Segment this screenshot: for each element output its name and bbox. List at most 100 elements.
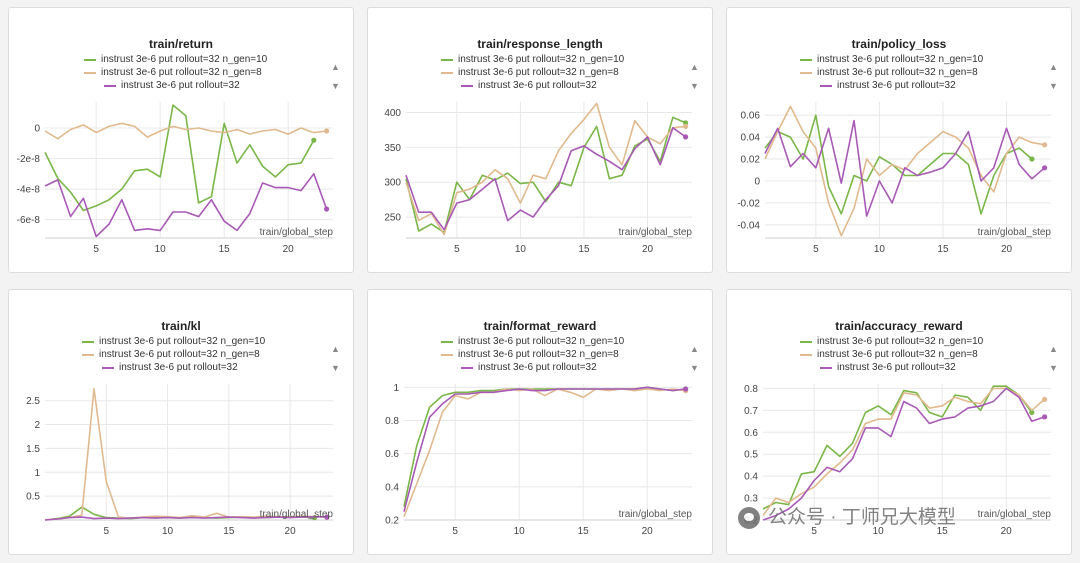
y-tick-label: 400 bbox=[384, 108, 401, 119]
legend-swatch bbox=[441, 354, 453, 356]
legend-label: instrust 3e-6 put rollout=32 n_gen=10 bbox=[101, 54, 268, 65]
series-line-1 bbox=[762, 385, 1033, 510]
legend-item-series2[interactable]: instrust 3e-6 put rollout=32 n_gen=8 bbox=[441, 67, 619, 79]
x-tick-label: 15 bbox=[223, 526, 235, 537]
legend-item-series2[interactable]: instrust 3e-6 put rollout=32 n_gen=8 bbox=[82, 349, 260, 361]
x-tick-label: 5 bbox=[93, 244, 99, 255]
series-endpoint-3 bbox=[324, 206, 330, 212]
x-tick-label: 5 bbox=[454, 244, 460, 255]
x-axis-label: train/global_step bbox=[978, 227, 1052, 238]
y-tick-label: 0.4 bbox=[744, 472, 758, 483]
x-tick-label: 5 bbox=[813, 244, 819, 255]
scroll-up-icon[interactable]: ▲ bbox=[331, 62, 340, 72]
y-tick-label: 0.5 bbox=[26, 492, 40, 503]
legend-item-series1[interactable]: instrust 3e-6 put rollout=32 n_gen=10 bbox=[800, 54, 983, 66]
legend-scroll[interactable]: ▲ ▼ bbox=[690, 340, 699, 378]
y-tick-label: -0.04 bbox=[737, 220, 760, 231]
legend-scroll[interactable]: ▲ ▼ bbox=[331, 340, 340, 378]
series-endpoint-2 bbox=[1042, 396, 1048, 402]
watermark-text: 公众号 · 丁师兄大模型 bbox=[768, 507, 956, 528]
legend-label: instrust 3e-6 put rollout=32 bbox=[119, 362, 238, 373]
y-tick-label: 0.6 bbox=[385, 449, 399, 460]
chart-plot[interactable]: 0.20.30.40.50.60.70.85101520train/global… bbox=[727, 290, 1073, 556]
legend-item-series2[interactable]: instrust 3e-6 put rollout=32 n_gen=8 bbox=[800, 349, 978, 361]
legend-scroll[interactable]: ▲ ▼ bbox=[1049, 58, 1058, 96]
y-tick-label: 0.7 bbox=[744, 406, 758, 417]
legend-label: instrust 3e-6 put rollout=32 bbox=[478, 362, 597, 373]
legend-item-series3[interactable]: instrust 3e-6 put rollout=32 bbox=[102, 362, 238, 374]
scroll-down-icon[interactable]: ▼ bbox=[690, 363, 699, 373]
series-line-1 bbox=[403, 386, 686, 507]
x-tick-label: 15 bbox=[937, 244, 949, 255]
scroll-up-icon[interactable]: ▲ bbox=[1049, 62, 1058, 72]
scroll-down-icon[interactable]: ▼ bbox=[331, 81, 340, 91]
x-tick-label: 20 bbox=[1001, 244, 1013, 255]
scroll-up-icon[interactable]: ▲ bbox=[690, 344, 699, 354]
x-tick-label: 15 bbox=[937, 526, 949, 537]
x-tick-label: 15 bbox=[578, 526, 590, 537]
x-tick-label: 10 bbox=[162, 526, 174, 537]
series-endpoint-1 bbox=[311, 137, 317, 143]
y-tick-label: 0 bbox=[34, 123, 40, 134]
legend-scroll[interactable]: ▲ ▼ bbox=[1049, 340, 1058, 378]
series-endpoint-3 bbox=[683, 386, 689, 392]
legend-scroll[interactable]: ▲ ▼ bbox=[331, 58, 340, 96]
legend-item-series1[interactable]: instrust 3e-6 put rollout=32 n_gen=10 bbox=[800, 336, 983, 348]
legend-label: instrust 3e-6 put rollout=32 n_gen=8 bbox=[458, 67, 619, 78]
legend-item-series3[interactable]: instrust 3e-6 put rollout=32 bbox=[820, 80, 956, 92]
legend-item-series1[interactable]: instrust 3e-6 put rollout=32 n_gen=10 bbox=[82, 336, 265, 348]
series-line-3 bbox=[762, 387, 1045, 521]
scroll-up-icon[interactable]: ▲ bbox=[331, 344, 340, 354]
legend-item-series3[interactable]: instrust 3e-6 put rollout=32 bbox=[820, 362, 956, 374]
x-tick-label: 20 bbox=[1001, 526, 1013, 537]
x-tick-label: 20 bbox=[642, 526, 654, 537]
legend-swatch bbox=[441, 341, 453, 343]
legend-item-series2[interactable]: instrust 3e-6 put rollout=32 n_gen=8 bbox=[800, 67, 978, 79]
legend-label: instrust 3e-6 put rollout=32 n_gen=10 bbox=[458, 336, 625, 347]
y-tick-label: 1 bbox=[393, 383, 399, 394]
chart-plot[interactable]: 0.06 0.04 0.02 0 -0.02 -0.04 5 10 15 20 train/glob… bbox=[727, 8, 1073, 274]
x-tick-label: 20 bbox=[642, 244, 654, 255]
x-axis-label: train/global_step bbox=[619, 227, 693, 238]
legend-item-series1[interactable]: instrust 3e-6 put rollout=32 n_gen=10 bbox=[441, 54, 624, 66]
series-endpoint-3 bbox=[1042, 414, 1048, 420]
x-tick-label: 5 bbox=[452, 526, 458, 537]
scroll-down-icon[interactable]: ▼ bbox=[690, 81, 699, 91]
legend-item-series3[interactable]: instrust 3e-6 put rollout=32 bbox=[461, 80, 597, 92]
chart-panel-kl: train/kl instrust 3e-6 put rollout=32 n_… bbox=[8, 289, 354, 555]
legend-label: instrust 3e-6 put rollout=32 n_gen=8 bbox=[817, 349, 978, 360]
chart-title: train/accuracy_reward bbox=[835, 319, 963, 333]
y-tick-label: 0.8 bbox=[385, 416, 399, 427]
chart-plot[interactable]: 250 300 350 400 5 10 15 20 train/global_step bbox=[368, 8, 714, 274]
x-axis-label: train/global_step bbox=[978, 509, 1052, 520]
scroll-up-icon[interactable]: ▲ bbox=[690, 62, 699, 72]
scroll-down-icon[interactable]: ▼ bbox=[1049, 81, 1058, 91]
chart-plot[interactable]: 0.5 1 1.5 2 2.5 5 10 15 20 train/global_step bbox=[9, 290, 355, 556]
series-endpoint-3 bbox=[324, 514, 330, 520]
legend-label: instrust 3e-6 put rollout=32 bbox=[121, 80, 240, 91]
legend-label: instrust 3e-6 put rollout=32 n_gen=8 bbox=[99, 349, 260, 360]
chart-plot[interactable]: 0 -2e-8 -4e-8 -6e-8 5 10 15 20 train/global_step bbox=[9, 8, 355, 274]
legend-item-series3[interactable]: instrust 3e-6 put rollout=32 bbox=[461, 362, 597, 374]
legend-item-series1[interactable]: instrust 3e-6 put rollout=32 n_gen=10 bbox=[84, 54, 267, 66]
legend-label: instrust 3e-6 put rollout=32 n_gen=10 bbox=[817, 54, 984, 65]
legend-scroll[interactable]: ▲ ▼ bbox=[690, 58, 699, 96]
legend-item-series2[interactable]: instrust 3e-6 put rollout=32 n_gen=8 bbox=[441, 349, 619, 361]
legend-item-series1[interactable]: instrust 3e-6 put rollout=32 n_gen=10 bbox=[441, 336, 624, 348]
y-tick-label: 0 bbox=[754, 176, 760, 187]
series-line-2 bbox=[762, 387, 1046, 517]
legend-item-series3[interactable]: instrust 3e-6 put rollout=32 bbox=[104, 80, 240, 92]
series-line-1 bbox=[405, 116, 686, 234]
chart-title: train/format_reward bbox=[483, 319, 597, 333]
series-line-2 bbox=[44, 388, 327, 521]
legend-item-series2[interactable]: instrust 3e-6 put rollout=32 n_gen=8 bbox=[84, 67, 262, 79]
x-tick-label: 15 bbox=[578, 244, 590, 255]
scroll-down-icon[interactable]: ▼ bbox=[331, 363, 340, 373]
x-tick-label: 5 bbox=[811, 526, 817, 537]
legend-swatch bbox=[104, 85, 116, 87]
x-tick-label: 10 bbox=[155, 244, 167, 255]
scroll-down-icon[interactable]: ▼ bbox=[1049, 363, 1058, 373]
scroll-up-icon[interactable]: ▲ bbox=[1049, 344, 1058, 354]
series-line-3 bbox=[403, 386, 686, 512]
